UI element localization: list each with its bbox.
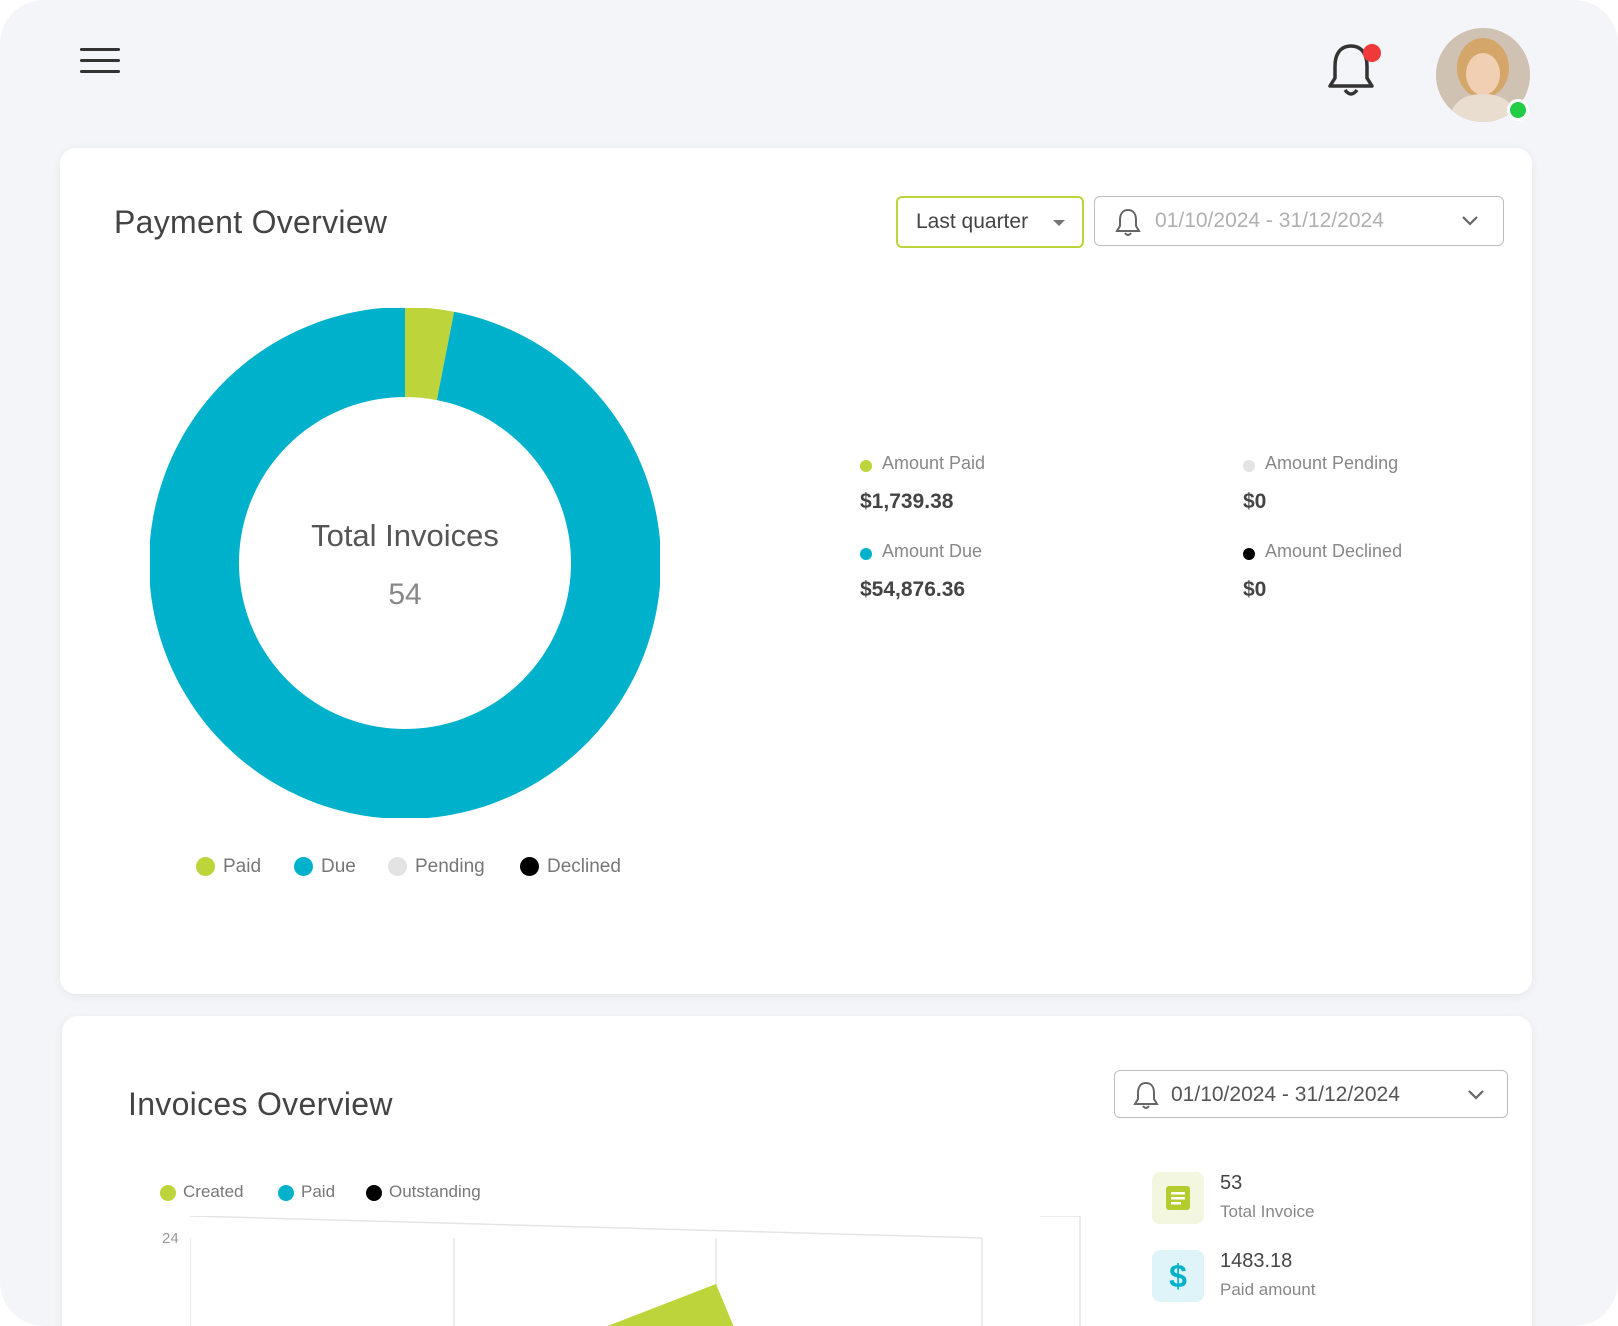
stat-value-declined: $0 — [1243, 578, 1267, 601]
online-status-dot — [1507, 99, 1529, 121]
stat-label-due: Amount Due — [882, 541, 983, 561]
legend-item-paid[interactable]: Paid — [196, 856, 261, 878]
legend-dot-pending — [388, 857, 407, 877]
avatar-photo-icon — [1436, 28, 1530, 122]
invoices-overview-card: Invoices Overview 01/10/2024 - 31/12/202… — [62, 1016, 1532, 1326]
invoices-area-chart — [190, 1216, 1081, 1326]
invoices-date-range-picker[interactable]: 01/10/2024 - 31/12/2024 — [1114, 1070, 1508, 1118]
stat-dot-pending — [1243, 460, 1255, 472]
y-tick-label: 24 — [162, 1230, 179, 1247]
total-invoice-icon-box — [1152, 1172, 1204, 1224]
donut-center-value: 54 — [388, 578, 422, 611]
paid-amount-value: 1483.18 — [1220, 1250, 1293, 1272]
donut-center-label: Total Invoices — [311, 518, 499, 553]
legend-item-due[interactable]: Due — [294, 856, 356, 878]
user-avatar[interactable] — [1436, 28, 1530, 122]
legend-item-pending[interactable]: Pending — [388, 856, 485, 878]
invoice-legend-paid[interactable]: Paid — [278, 1182, 335, 1202]
stat-dot-declined — [1243, 548, 1255, 560]
legend-label-paid: Paid — [223, 856, 262, 877]
legend-label-pending: Pending — [415, 856, 485, 877]
legend-item-declined[interactable]: Declined — [520, 856, 621, 878]
notification-badge — [1363, 44, 1381, 62]
paid-amount-icon-box: $ — [1152, 1250, 1204, 1302]
chart-grid-top — [190, 1216, 983, 1239]
legend-label-due: Due — [321, 856, 356, 877]
stat-label-paid: Amount Paid — [882, 453, 986, 473]
caret-down-icon — [1053, 220, 1065, 226]
payment-donut-chart — [150, 308, 660, 818]
invoices-date-range-text: 01/10/2024 - 31/12/2024 — [1171, 1083, 1400, 1106]
invoice-legend-dot-outstanding — [366, 1184, 382, 1201]
invoice-legend-label-outstanding: Outstanding — [389, 1182, 481, 1201]
stat-label-pending: Amount Pending — [1265, 453, 1399, 473]
invoice-legend-created[interactable]: Created — [160, 1182, 243, 1202]
hamburger-menu-icon[interactable] — [80, 48, 120, 78]
total-invoice-label: Total Invoice — [1220, 1202, 1315, 1221]
period-select[interactable]: Last quarter — [896, 196, 1084, 248]
stat-value-due: $54,876.36 — [860, 578, 966, 601]
legend-dot-declined — [520, 857, 539, 877]
stat-dot-paid — [860, 460, 872, 472]
notification-bell-button[interactable] — [1326, 42, 1386, 102]
donut-slice-due[interactable] — [150, 308, 660, 818]
chevron-down-icon — [1462, 216, 1478, 226]
stat-dot-due — [860, 548, 872, 560]
donut-slice-paid[interactable] — [405, 308, 455, 401]
invoice-legend-outstanding[interactable]: Outstanding — [366, 1182, 481, 1202]
svg-text:$: $ — [1169, 1258, 1187, 1294]
payment-date-range-text: 01/10/2024 - 31/12/2024 — [1155, 209, 1384, 232]
bell-icon — [1328, 44, 1374, 96]
bell-icon — [1115, 208, 1141, 236]
period-select-label: Last quarter — [916, 210, 1029, 233]
invoice-legend-dot-paid — [278, 1184, 294, 1201]
area-created — [607, 1284, 734, 1326]
invoice-legend-label-created: Created — [183, 1182, 244, 1201]
document-icon — [1166, 1186, 1190, 1210]
payment-overview-card: Payment Overview Last quarter 01/10/2024… — [60, 148, 1532, 994]
payment-overview-title: Payment Overview — [114, 204, 388, 240]
stat-value-pending: $0 — [1243, 490, 1267, 513]
total-invoice-value: 53 — [1220, 1172, 1243, 1194]
chevron-down-icon — [1468, 1090, 1484, 1100]
stat-label-declined: Amount Declined — [1265, 541, 1403, 561]
bell-icon — [1133, 1081, 1159, 1109]
invoice-legend-dot-created — [160, 1184, 176, 1201]
invoices-overview-title: Invoices Overview — [128, 1086, 393, 1122]
legend-label-declined: Declined — [547, 856, 621, 877]
invoice-legend-label-paid: Paid — [301, 1182, 336, 1201]
dollar-icon: $ — [1169, 1258, 1187, 1294]
stat-value-paid: $1,739.38 — [860, 490, 954, 513]
legend-dot-paid — [196, 857, 215, 877]
payment-date-range-picker[interactable]: 01/10/2024 - 31/12/2024 — [1094, 196, 1504, 246]
legend-dot-due — [294, 857, 313, 877]
paid-amount-label: Paid amount — [1220, 1280, 1316, 1299]
